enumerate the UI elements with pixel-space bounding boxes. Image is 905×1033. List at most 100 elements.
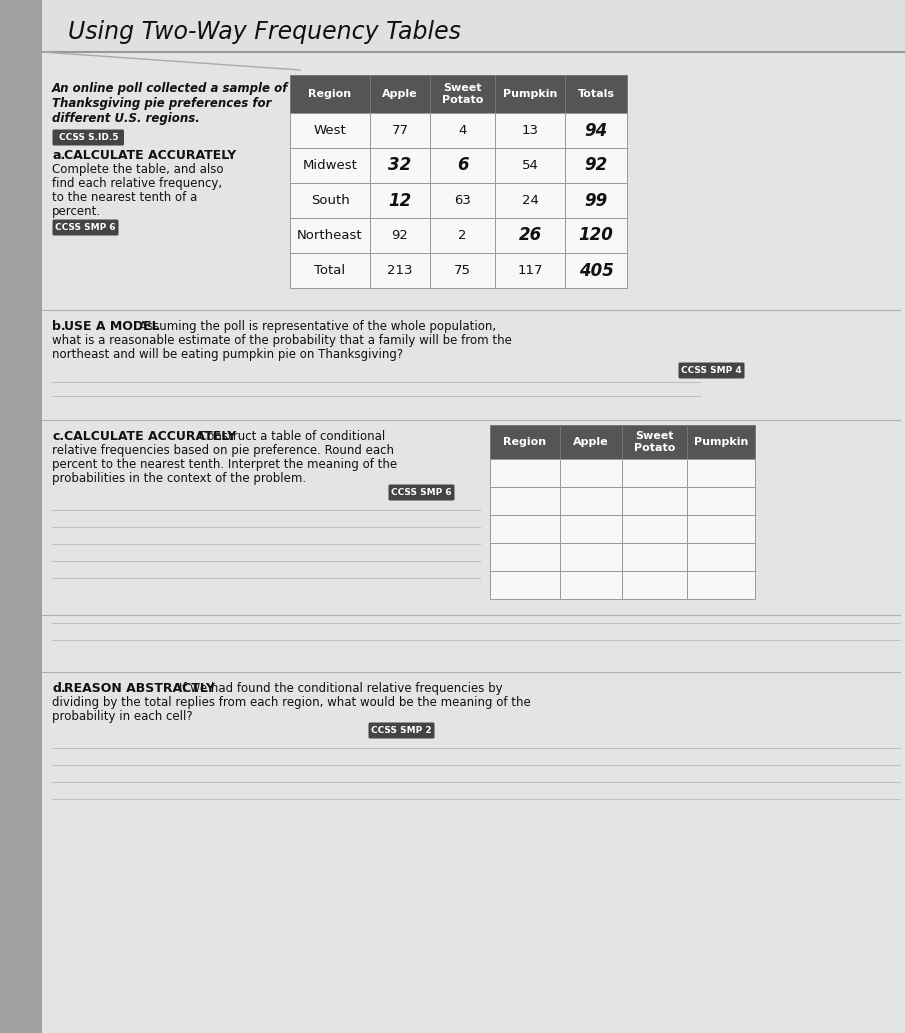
Bar (290, 183, 370, 218)
Bar (490, 571, 560, 599)
Bar (687, 425, 755, 459)
Bar (430, 113, 495, 148)
Text: CALCULATE ACCURATELY: CALCULATE ACCURATELY (64, 430, 236, 443)
Text: CCSS SMP 6: CCSS SMP 6 (391, 488, 452, 497)
Text: 24: 24 (521, 194, 538, 207)
Bar (560, 515, 622, 543)
Bar (370, 253, 430, 288)
Bar (290, 148, 370, 183)
Text: South: South (310, 194, 349, 207)
Text: percent to the nearest tenth. Interpret the meaning of the: percent to the nearest tenth. Interpret … (52, 458, 397, 471)
Text: An online poll collected a sample of: An online poll collected a sample of (52, 82, 289, 95)
Text: CCSS S.ID.5: CCSS S.ID.5 (59, 133, 118, 142)
Text: CALCULATE ACCURATELY: CALCULATE ACCURATELY (64, 149, 236, 162)
Bar (687, 543, 755, 571)
Text: Apple: Apple (382, 89, 418, 99)
Text: Region: Region (309, 89, 351, 99)
Text: CCSS SMP 6: CCSS SMP 6 (55, 223, 116, 232)
Text: c.: c. (52, 430, 64, 443)
Bar (687, 459, 755, 487)
Bar (560, 571, 622, 599)
Bar (370, 75, 430, 113)
Text: d.: d. (52, 682, 66, 695)
Text: 99: 99 (585, 191, 607, 210)
Text: relative frequencies based on pie preference. Round each: relative frequencies based on pie prefer… (52, 444, 394, 457)
Text: 75: 75 (454, 264, 471, 277)
Bar (622, 459, 687, 487)
Bar (490, 543, 560, 571)
Text: 117: 117 (518, 264, 543, 277)
Text: 2: 2 (458, 229, 467, 242)
Bar (290, 75, 370, 113)
Bar (560, 459, 622, 487)
Bar (370, 113, 430, 148)
FancyBboxPatch shape (52, 129, 124, 146)
Bar (490, 487, 560, 515)
Text: 54: 54 (521, 159, 538, 173)
Text: REASON ABSTRACTLY: REASON ABSTRACTLY (64, 682, 214, 695)
Bar (622, 543, 687, 571)
Text: b.: b. (52, 320, 66, 333)
Bar (495, 75, 565, 113)
Text: to the nearest tenth of a: to the nearest tenth of a (52, 191, 197, 204)
Text: 405: 405 (578, 261, 614, 280)
Bar (290, 253, 370, 288)
Bar (495, 253, 565, 288)
Bar (565, 183, 627, 218)
Text: a.: a. (52, 149, 65, 162)
Text: probabilities in the context of the problem.: probabilities in the context of the prob… (52, 472, 306, 486)
Bar (430, 148, 495, 183)
Text: 77: 77 (392, 124, 408, 137)
Bar (430, 183, 495, 218)
Text: Assuming the poll is representative of the whole population,: Assuming the poll is representative of t… (139, 320, 496, 333)
Bar (560, 487, 622, 515)
Text: 32: 32 (388, 157, 412, 175)
Text: West: West (314, 124, 347, 137)
Bar (0, 0, 42, 1033)
Text: northeast and will be eating pumpkin pie on Thanksgiving?: northeast and will be eating pumpkin pie… (52, 348, 403, 361)
Bar (42, 0, 905, 52)
Text: 26: 26 (519, 226, 541, 245)
Bar (560, 425, 622, 459)
Text: different U.S. regions.: different U.S. regions. (52, 112, 200, 125)
Text: probability in each cell?: probability in each cell? (52, 710, 193, 723)
Text: 120: 120 (578, 226, 614, 245)
Bar (430, 75, 495, 113)
Bar (560, 543, 622, 571)
Text: Thanksgiving pie preferences for: Thanksgiving pie preferences for (52, 97, 272, 109)
Text: 94: 94 (585, 122, 607, 139)
Text: percent.: percent. (52, 205, 101, 218)
Bar (490, 425, 560, 459)
Text: 6: 6 (457, 157, 468, 175)
FancyBboxPatch shape (388, 484, 454, 501)
Bar (622, 425, 687, 459)
Text: 4: 4 (458, 124, 467, 137)
Text: Midwest: Midwest (302, 159, 357, 173)
Bar (430, 253, 495, 288)
Bar (495, 148, 565, 183)
Text: Sweet
Potato: Sweet Potato (442, 84, 483, 104)
Bar (687, 487, 755, 515)
Text: what is a reasonable estimate of the probability that a family will be from the: what is a reasonable estimate of the pro… (52, 334, 512, 347)
Text: Total: Total (314, 264, 346, 277)
Bar (370, 148, 430, 183)
Text: 63: 63 (454, 194, 471, 207)
Bar (490, 459, 560, 487)
Text: If we had found the conditional relative frequencies by: If we had found the conditional relative… (179, 682, 502, 695)
Text: find each relative frequency,: find each relative frequency, (52, 177, 222, 190)
Text: 92: 92 (585, 157, 607, 175)
Bar (622, 487, 687, 515)
Text: Northeast: Northeast (297, 229, 363, 242)
FancyBboxPatch shape (368, 722, 434, 739)
Bar (565, 253, 627, 288)
Bar (565, 113, 627, 148)
FancyBboxPatch shape (679, 363, 745, 378)
Bar (495, 183, 565, 218)
Bar (622, 515, 687, 543)
Text: dividing by the total replies from each region, what would be the meaning of the: dividing by the total replies from each … (52, 696, 530, 709)
Bar (490, 515, 560, 543)
Text: 13: 13 (521, 124, 538, 137)
Text: 12: 12 (388, 191, 412, 210)
Bar (565, 148, 627, 183)
Bar (370, 183, 430, 218)
